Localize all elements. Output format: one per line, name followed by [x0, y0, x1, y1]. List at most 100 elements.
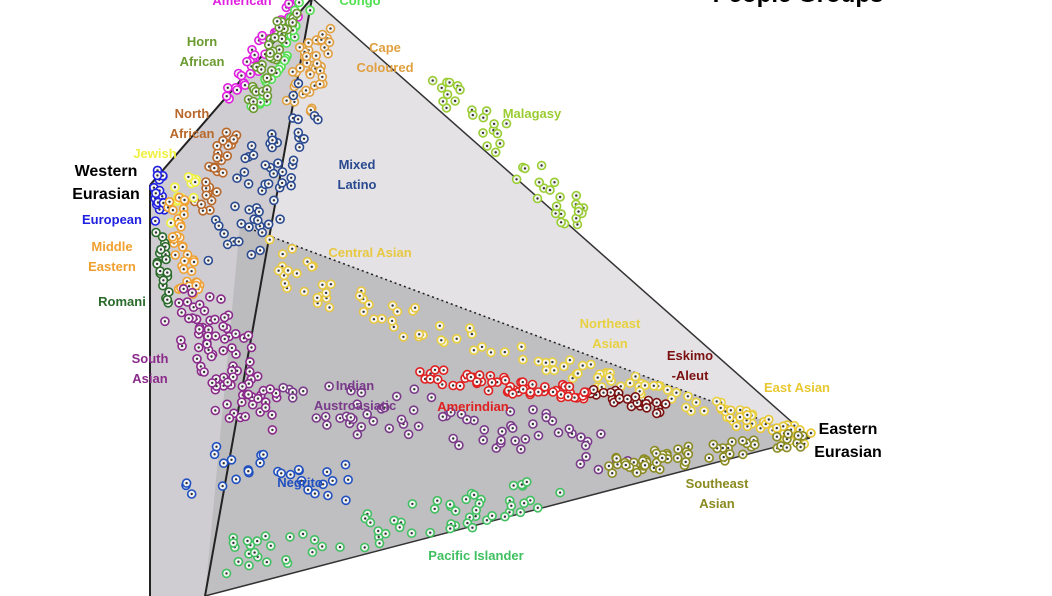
sample-dot-center [451, 384, 455, 387]
sample-dot-center [411, 502, 414, 506]
sample-dot-center [256, 539, 259, 543]
sample-dot-center [520, 345, 523, 348]
sample-dot-center [384, 532, 387, 535]
sample-dot-center [327, 385, 331, 388]
sample-dot-center [222, 376, 225, 379]
group-label: Horn African [180, 34, 225, 69]
sample-dot-center [230, 458, 233, 461]
group-label-line: Asian [699, 496, 734, 511]
sample-dot-center [523, 167, 527, 170]
sample-dot-center [280, 181, 284, 185]
sample-dot-center [308, 9, 312, 12]
sample-dot-center [480, 345, 484, 349]
group-label-line: Congo [339, 0, 380, 8]
sample-dot-center [187, 285, 191, 288]
sample-dot-center [607, 464, 611, 468]
sample-dot-center [213, 453, 216, 456]
sample-dot-center [735, 425, 738, 428]
sample-dot-center [366, 413, 369, 416]
sample-dot-center [234, 352, 238, 356]
group-label: Cape Coloured [356, 40, 413, 75]
group-label: Negrito [277, 475, 323, 490]
sample-dot-center [458, 384, 462, 388]
sample-dot-center [433, 507, 436, 511]
sample-dot-center [331, 479, 334, 482]
sample-dot-center [243, 84, 247, 87]
sample-dot-center [269, 52, 272, 55]
sample-dot-center [265, 76, 269, 80]
sample-dot-center [154, 219, 157, 223]
sample-dot-center [284, 558, 288, 561]
sample-dot-center [722, 455, 725, 459]
group-label-line: Central Asian [328, 245, 411, 260]
group-label: South Asian [132, 351, 169, 386]
sample-dot-center [259, 101, 262, 104]
sample-dot-center [269, 387, 272, 391]
sample-dot-center [302, 390, 305, 393]
sample-dot-center [227, 144, 230, 147]
sample-dot-center [274, 392, 278, 395]
sample-dot-center [223, 316, 226, 319]
sample-dot-center [167, 290, 171, 294]
sample-dot-center [183, 259, 186, 263]
group-label-line: North [175, 106, 210, 121]
sample-dot-center [262, 389, 265, 392]
sample-dot-center [719, 406, 722, 410]
sample-dot-center [278, 26, 281, 29]
sample-dot-center [208, 209, 212, 212]
group-label: Romani [98, 294, 146, 309]
sample-dot-center [318, 82, 322, 86]
sample-dot-center [230, 369, 233, 372]
sample-dot-center [536, 197, 539, 200]
sample-dot-center [289, 184, 293, 187]
sample-dot-center [418, 333, 421, 336]
sample-dot-center [712, 443, 715, 446]
sample-dot-center [300, 479, 303, 482]
sample-dot-center [250, 253, 253, 256]
group-label: Jewish [133, 146, 176, 161]
sample-dot-center [244, 415, 247, 418]
sample-dot-center [296, 118, 300, 121]
sample-dot-center [258, 249, 262, 252]
group-label-line: Asian [592, 336, 627, 351]
sample-dot-center [161, 195, 164, 198]
sample-dot-center [349, 389, 353, 392]
sample-dot-center [194, 180, 197, 184]
sample-dot-center [666, 388, 669, 392]
sample-dot-center [632, 461, 635, 464]
sample-dot-center [270, 132, 273, 136]
sample-dot-center [728, 452, 731, 456]
sample-dot-center [298, 66, 302, 70]
sample-dot-center [684, 460, 687, 464]
sample-dot-center [645, 406, 648, 409]
sample-dot-center [291, 29, 295, 32]
sample-dot-center [551, 360, 554, 364]
sample-dot-center [475, 380, 479, 384]
sample-dot-center [597, 468, 600, 471]
sample-dot-center [328, 306, 331, 309]
sample-dot-center [655, 401, 658, 404]
group-label-line: Indian [336, 378, 374, 393]
sample-dot-center [166, 298, 169, 301]
sample-dot-center [261, 34, 264, 37]
sample-dot-center [288, 535, 292, 539]
sample-dot-center [232, 541, 235, 545]
sample-dot-center [584, 444, 587, 447]
sample-dot-center [180, 344, 184, 348]
sample-dot-center [728, 416, 731, 419]
sample-dot-center [276, 162, 280, 165]
sample-dot-center [285, 41, 288, 45]
sample-dot-center [616, 463, 619, 466]
sample-dot-center [782, 425, 785, 428]
sample-dot-center [214, 218, 217, 222]
sample-dot-center [225, 131, 228, 134]
sample-dot-center [235, 177, 239, 180]
sample-dot-center [302, 137, 306, 140]
sample-dot-center [537, 434, 540, 437]
sample-dot-center [177, 301, 181, 304]
sample-dot-center [566, 395, 570, 398]
sample-dot-center [252, 107, 255, 110]
sample-dot-center [559, 221, 563, 224]
sample-dot-center [540, 164, 543, 167]
sample-dot-center [464, 498, 468, 501]
